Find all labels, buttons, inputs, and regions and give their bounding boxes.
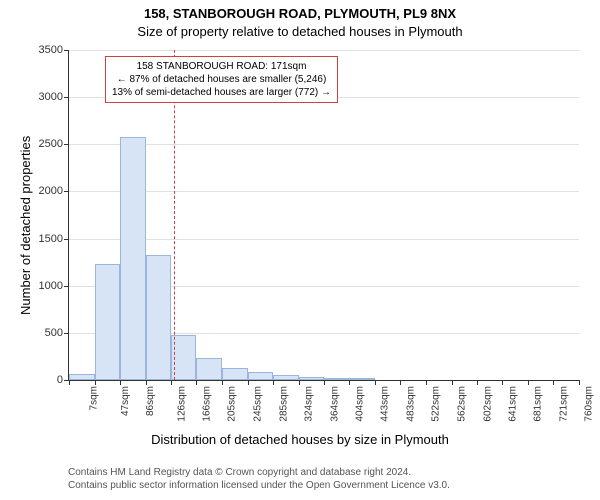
footer-line-2: Contains public sector information licen… <box>68 479 450 492</box>
x-tick-label: 47sqm <box>120 386 131 416</box>
x-tick-mark <box>273 380 274 385</box>
x-tick-mark <box>528 380 529 385</box>
y-tick-label: 500 <box>45 327 69 339</box>
x-tick-mark <box>146 380 147 385</box>
x-tick-label: 404sqm <box>355 386 366 422</box>
y-tick-label: 2000 <box>39 185 69 197</box>
x-tick-label: 7sqm <box>88 386 99 410</box>
x-tick-label: 483sqm <box>406 386 417 422</box>
y-tick-label: 3500 <box>39 44 69 56</box>
x-tick-label: 562sqm <box>457 386 468 422</box>
x-tick-mark <box>171 380 172 385</box>
y-gridline <box>69 50 579 51</box>
x-tick-mark <box>95 380 96 385</box>
histogram-bar <box>69 374 95 380</box>
x-tick-mark <box>477 380 478 385</box>
x-tick-label: 364sqm <box>329 386 340 422</box>
y-tick-label: 1500 <box>39 233 69 245</box>
annotation-line: 13% of semi-detached houses are larger (… <box>112 86 331 99</box>
y-tick-label: 1000 <box>39 280 69 292</box>
x-tick-mark <box>69 380 70 385</box>
x-tick-mark <box>426 380 427 385</box>
x-tick-label: 602sqm <box>482 386 493 422</box>
y-tick-label: 3000 <box>39 91 69 103</box>
histogram-bar <box>248 372 273 380</box>
histogram-bar <box>222 368 248 380</box>
footer-line-1: Contains HM Land Registry data © Crown c… <box>68 466 450 479</box>
histogram-bar <box>196 358 222 380</box>
x-tick-label: 205sqm <box>227 386 238 422</box>
histogram-bar <box>120 137 146 380</box>
x-tick-label: 721sqm <box>559 386 570 422</box>
y-axis-label: Number of detached properties <box>18 136 33 315</box>
x-tick-label: 443sqm <box>380 386 391 422</box>
x-tick-label: 166sqm <box>202 386 213 422</box>
x-axis-label: Distribution of detached houses by size … <box>0 432 600 447</box>
copyright-footer: Contains HM Land Registry data © Crown c… <box>68 466 450 492</box>
x-tick-label: 760sqm <box>584 386 595 422</box>
x-tick-label: 522sqm <box>431 386 442 422</box>
x-tick-mark <box>400 380 401 385</box>
x-tick-mark <box>375 380 376 385</box>
y-tick-label: 2500 <box>39 138 69 150</box>
histogram-bar <box>95 264 120 380</box>
x-tick-label: 86sqm <box>145 386 156 416</box>
y-tick-label: 0 <box>57 374 69 386</box>
x-tick-mark <box>579 380 580 385</box>
x-tick-label: 681sqm <box>533 386 544 422</box>
x-tick-mark <box>120 380 121 385</box>
histogram-bar <box>273 375 299 380</box>
annotation-line: 158 STANBOROUGH ROAD: 171sqm <box>112 60 331 73</box>
x-tick-mark <box>502 380 503 385</box>
x-tick-label: 641sqm <box>507 386 518 422</box>
x-tick-mark <box>196 380 197 385</box>
histogram-bar <box>299 377 325 380</box>
x-tick-mark <box>349 380 350 385</box>
histogram-plot-area: 05001000150020002500300035007sqm47sqm86s… <box>68 50 579 381</box>
histogram-bar <box>349 378 375 380</box>
annotation-line: ← 87% of detached houses are smaller (5,… <box>112 73 331 86</box>
property-annotation-box: 158 STANBOROUGH ROAD: 171sqm← 87% of det… <box>105 56 338 103</box>
x-tick-label: 324sqm <box>303 386 314 422</box>
x-tick-label: 285sqm <box>278 386 289 422</box>
x-tick-label: 126sqm <box>176 386 187 422</box>
histogram-bar <box>146 255 172 380</box>
x-tick-mark <box>324 380 325 385</box>
x-tick-label: 245sqm <box>253 386 264 422</box>
title-address: 158, STANBOROUGH ROAD, PLYMOUTH, PL9 8NX <box>0 6 600 21</box>
histogram-bar <box>324 378 349 380</box>
title-subtitle: Size of property relative to detached ho… <box>0 24 600 39</box>
x-tick-mark <box>299 380 300 385</box>
x-tick-mark <box>222 380 223 385</box>
x-tick-mark <box>452 380 453 385</box>
x-tick-mark <box>248 380 249 385</box>
chart-container: 158, STANBOROUGH ROAD, PLYMOUTH, PL9 8NX… <box>0 0 600 500</box>
x-tick-mark <box>553 380 554 385</box>
